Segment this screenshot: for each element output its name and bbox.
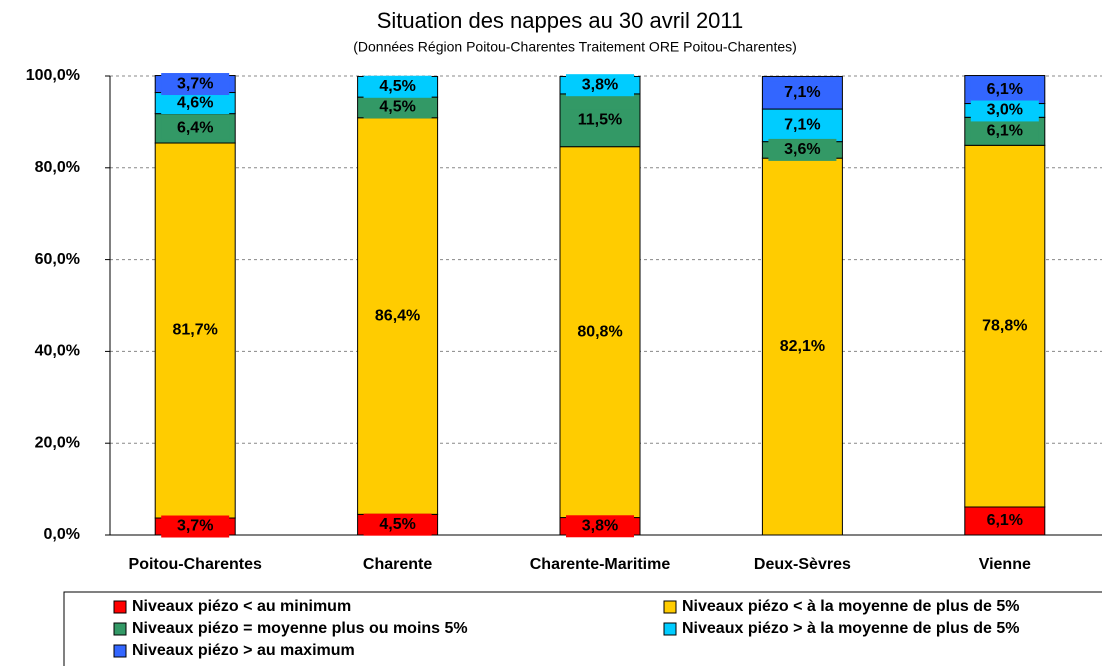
value-label: 6,1% (987, 512, 1023, 529)
value-label: 4,6% (177, 94, 213, 111)
value-label: 7,1% (784, 117, 820, 134)
legend-label: Niveaux piézo < à la moyenne de plus de … (682, 598, 1019, 615)
legend-marker (113, 600, 127, 614)
x-tick-label: Charente-Maritime (530, 556, 671, 573)
y-tick-label: 40,0% (35, 343, 80, 360)
label-bg (363, 96, 432, 119)
label-bg (566, 515, 634, 538)
label-bg (970, 78, 1039, 101)
value-label: 3,6% (784, 141, 820, 158)
value-label: 4,5% (379, 516, 415, 533)
label-bg (161, 92, 230, 115)
label-bg (161, 117, 230, 140)
legend-marker (113, 644, 127, 658)
label-bg (566, 74, 634, 97)
y-tick-label: 60,0% (35, 251, 80, 268)
value-label: 7,1% (784, 84, 820, 101)
legend-label: Niveaux piézo > à la moyenne de plus de … (682, 620, 1019, 637)
value-label: 4,5% (379, 99, 415, 116)
legend-marker (663, 600, 677, 614)
label-bg (363, 75, 432, 98)
value-label: 3,7% (177, 75, 213, 92)
label-bg (970, 510, 1039, 533)
value-label: 4,5% (379, 78, 415, 95)
value-label: 3,0% (987, 102, 1023, 119)
legend-label: Niveaux piézo > au maximum (132, 642, 355, 659)
bar-segment (154, 142, 236, 519)
value-label: 78,8% (982, 317, 1027, 334)
value-label: 3,7% (177, 518, 213, 535)
legend-label: Niveaux piézo = moyenne plus ou moins 5% (132, 620, 468, 637)
value-label: 6,1% (987, 123, 1023, 140)
x-tick-label: Poitou-Charentes (129, 556, 262, 573)
chart-title: Situation des nappes au 30 avril 2011 (377, 8, 744, 33)
label-bg (161, 73, 230, 96)
value-label: 6,4% (177, 120, 213, 137)
value-label: 11,5% (578, 112, 622, 129)
value-label: 6,1% (987, 81, 1023, 98)
legend-label: Niveaux piézo < au minimum (132, 598, 351, 615)
legend-box (63, 591, 1102, 666)
label-bg (161, 515, 230, 538)
value-label: 3,8% (582, 517, 618, 534)
bar-segment (357, 117, 439, 515)
value-label: 86,4% (375, 307, 420, 324)
x-tick-label: Charente (363, 556, 432, 573)
label-bg (970, 120, 1039, 143)
y-tick-label: 100,0% (26, 67, 80, 84)
x-tick-label: Vienne (979, 556, 1031, 573)
value-label: 81,7% (173, 322, 218, 339)
y-tick-label: 0,0% (44, 526, 80, 543)
label-bg (566, 109, 634, 132)
value-label: 80,8% (577, 323, 622, 340)
label-bg (363, 513, 432, 536)
x-tick-label: Deux-Sèvres (754, 556, 851, 573)
bar-segment (559, 146, 641, 519)
y-tick-label: 80,0% (35, 159, 80, 176)
label-bg (768, 114, 837, 137)
label-bg (970, 99, 1039, 122)
value-label: 82,1% (780, 338, 825, 355)
chart-subtitle: (Données Région Poitou-Charentes Traitem… (353, 39, 797, 55)
legend-marker (663, 622, 677, 636)
legend-marker (113, 622, 127, 636)
bar-segment (761, 157, 843, 536)
value-label: 3,8% (582, 76, 618, 93)
y-tick-label: 20,0% (35, 434, 80, 451)
label-bg (768, 138, 837, 161)
label-bg (768, 81, 837, 104)
